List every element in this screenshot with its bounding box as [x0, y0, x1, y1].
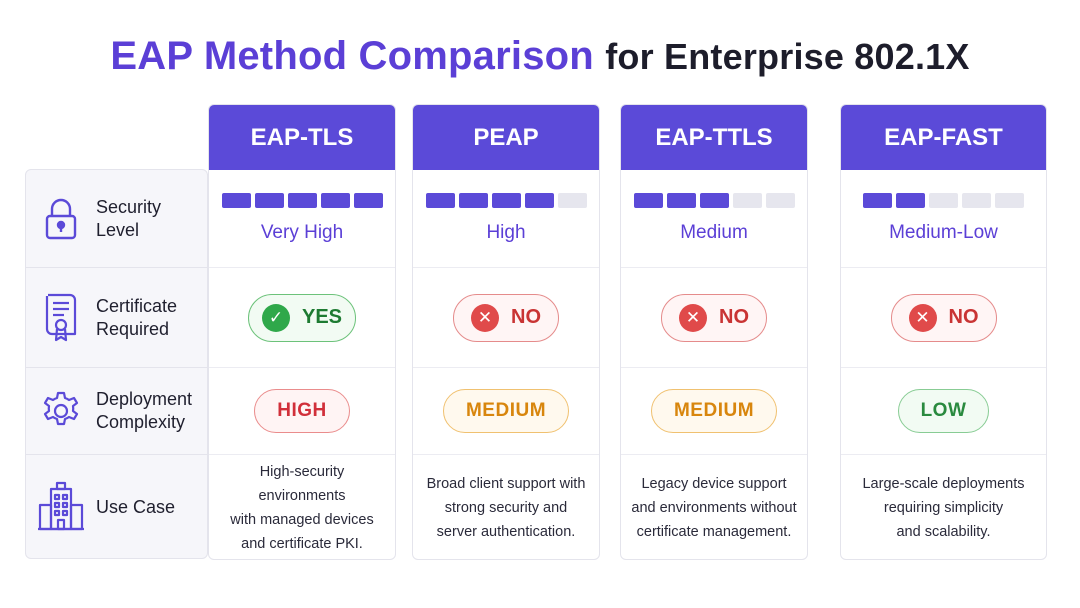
security-level-cell: High: [413, 170, 599, 268]
building-icon: [26, 481, 96, 533]
row-label-column: Security Level Certificate Required: [25, 169, 209, 559]
security-bar-segment: [995, 193, 1024, 208]
use-case-line: server authentication.: [436, 524, 576, 540]
security-level-text: High: [486, 222, 526, 243]
security-level-bar: [425, 193, 587, 208]
page-title: EAP Method Comparison for Enterprise 802…: [0, 34, 1080, 79]
security-bar-segment: [863, 193, 892, 208]
use-case-cell: Legacy device support and environments w…: [621, 455, 807, 559]
certificate-cell: ✓ YES: [209, 268, 395, 368]
label-text: Complexity: [96, 412, 186, 432]
method-header: EAP-TTLS: [621, 105, 807, 170]
certificate-value: NO: [511, 306, 541, 328]
security-level-text: Very High: [260, 222, 344, 243]
title-sub: for Enterprise 802.1X: [605, 36, 970, 77]
certificate-cell: ✕ NO: [841, 268, 1046, 368]
complexity-cell: HIGH: [209, 368, 395, 455]
security-bar-segment: [320, 193, 350, 208]
certificate-badge: ✓ YES: [248, 293, 356, 342]
method-column-eap-fast: EAP-FAST Medium-Low ✕ NO LOW Large-scale…: [840, 104, 1047, 560]
security-bar-segment: [353, 193, 383, 208]
security-level-cell: Medium: [621, 170, 807, 268]
security-bar-segment: [458, 193, 488, 208]
complexity-badge: LOW: [897, 389, 990, 433]
x-mark-icon: ✕: [471, 303, 499, 332]
certificate-value: NO: [948, 306, 979, 328]
complexity-badge: MEDIUM: [442, 389, 570, 433]
certificate-value: NO: [719, 306, 749, 328]
use-case-line: Broad client support with: [426, 476, 586, 492]
x-mark-icon: ✕: [908, 303, 937, 332]
security-bar-segment: [633, 193, 663, 208]
security-bar-segment: [425, 193, 455, 208]
label-security-level: Security Level: [26, 170, 209, 268]
security-level-cell: Medium-Low: [841, 170, 1046, 268]
check-icon: ✓: [261, 303, 290, 332]
security-bar-segment: [896, 193, 925, 208]
method-header: EAP-FAST: [841, 105, 1046, 170]
use-case-line: and environments without: [631, 500, 797, 516]
label-text: Security Level: [95, 196, 161, 240]
security-bar-segment: [962, 193, 991, 208]
complexity-cell: MEDIUM: [621, 368, 807, 455]
use-case-cell: Large-scale deployments requiring simpli…: [841, 455, 1046, 559]
security-bar-segment: [491, 193, 521, 208]
label-text: Required: [96, 318, 170, 339]
label-deployment-complexity: Deployment Complexity: [26, 368, 209, 455]
security-level-text: Medium-Low: [889, 222, 998, 243]
certificate-badge: ✕ NO: [661, 293, 767, 342]
security-level-text: Medium: [680, 222, 748, 243]
padlock-icon: [26, 197, 96, 241]
security-level-bar: [221, 193, 383, 208]
certificate-cell: ✕ NO: [413, 268, 599, 368]
use-case-line: Large-scale deployments: [862, 476, 1025, 492]
security-bar-segment: [557, 193, 587, 208]
use-case-line: Legacy device support: [641, 476, 787, 492]
security-bar-segment: [524, 193, 554, 208]
security-level-bar: [633, 193, 795, 208]
use-case-line: strong security and: [444, 500, 568, 516]
method-column-peap: PEAP High ✕ NO MEDIUM Broad client suppo…: [412, 104, 600, 560]
certificate-value: YES: [301, 306, 343, 328]
security-bar-segment: [929, 193, 958, 208]
use-case-line: certificate management.: [636, 524, 792, 540]
method-column-eap-ttls: EAP-TTLS Medium ✕ NO MEDIUM Legacy devic…: [620, 104, 808, 560]
use-case-line: High-security environments: [258, 464, 346, 504]
security-bar-segment: [666, 193, 696, 208]
security-bar-segment: [287, 193, 317, 208]
title-main: EAP Method Comparison: [110, 34, 594, 78]
label-text: Deployment: [96, 389, 193, 409]
complexity-cell: MEDIUM: [413, 368, 599, 455]
use-case-cell: Broad client support with strong securit…: [413, 455, 599, 559]
certificate-icon: [26, 292, 96, 344]
method-column-eap-tls: EAP-TLS Very High ✓ YES HIGH High-securi…: [208, 104, 396, 560]
label-certificate-required: Certificate Required: [26, 268, 209, 368]
label-text: Use Case: [96, 496, 176, 517]
method-header: PEAP: [413, 105, 599, 170]
x-mark-icon: ✕: [679, 303, 707, 332]
security-bar-segment: [699, 193, 729, 208]
use-case-cell: High-security environments with managed …: [209, 455, 395, 559]
label-text: Certificate: [96, 295, 178, 316]
use-case-line: and scalability.: [896, 524, 991, 540]
security-level-bar: [863, 193, 1024, 208]
certificate-cell: ✕ NO: [621, 268, 807, 368]
complexity-badge: MEDIUM: [650, 389, 778, 433]
certificate-badge: ✕ NO: [890, 293, 997, 342]
use-case-line: requiring simplicity: [883, 500, 1004, 516]
security-level-cell: Very High: [209, 170, 395, 268]
label-use-case: Use Case: [26, 455, 209, 559]
complexity-badge: HIGH: [254, 389, 350, 433]
use-case-line: and certificate PKI.: [241, 536, 363, 552]
security-bar-segment: [732, 193, 762, 208]
certificate-badge: ✕ NO: [453, 293, 559, 342]
security-bar-segment: [254, 193, 284, 208]
security-bar-segment: [765, 193, 795, 208]
gear-icon: [26, 390, 96, 432]
complexity-cell: LOW: [841, 368, 1046, 455]
method-header: EAP-TLS: [209, 105, 395, 170]
security-bar-segment: [221, 193, 251, 208]
use-case-line: with managed devices: [230, 512, 374, 528]
